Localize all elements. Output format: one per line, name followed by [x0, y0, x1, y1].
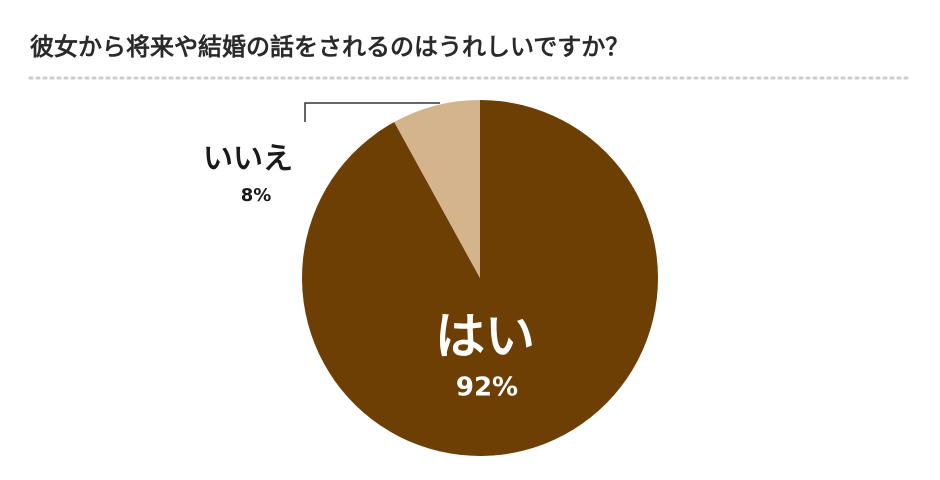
- value-label: 92%: [456, 373, 518, 403]
- leader-line: [304, 102, 440, 122]
- value-label: 8%: [241, 185, 272, 206]
- category-label: いいえ: [203, 142, 293, 177]
- category-label: はい: [435, 308, 535, 366]
- pie-slice: [394, 100, 480, 278]
- chart-title: 彼女から将来や結婚の話をされるのはうれしいですか？: [30, 33, 629, 61]
